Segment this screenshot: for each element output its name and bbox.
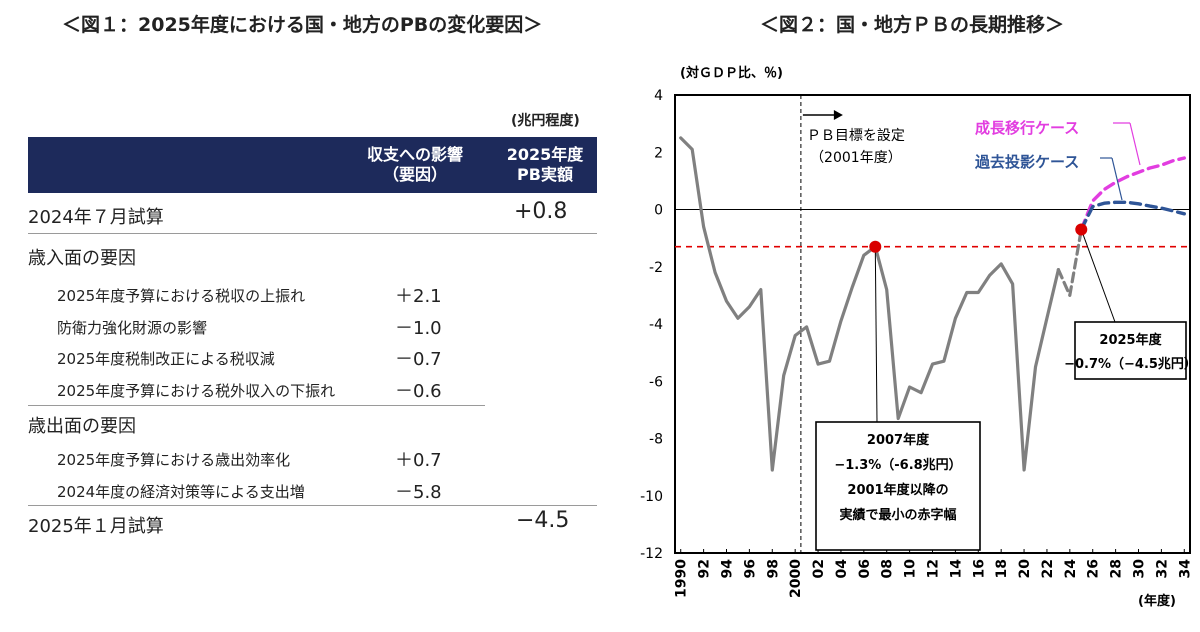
series-line bbox=[1079, 156, 1186, 232]
x-tick-label: 16 bbox=[971, 559, 987, 578]
column-header-impact-line2: （要因） bbox=[382, 165, 447, 184]
x-tick-label: 30 bbox=[1132, 559, 1148, 579]
x-tick-label: 06 bbox=[857, 559, 873, 578]
x-tick-label: 26 bbox=[1086, 559, 1102, 578]
right-figure-title: ＜図２：国・地方ＰＢの長期推移＞ bbox=[760, 14, 1065, 36]
expenditure-item-label: 2024年度の経済対策等による支出増 bbox=[57, 483, 305, 501]
revenue-item-label: 2025年度予算における税外収入の下振れ bbox=[57, 382, 336, 400]
revenue-item-value: －0.6 bbox=[395, 381, 442, 402]
revenue-item-label: 2025年度税制改正による税収減 bbox=[57, 350, 275, 368]
callout-box bbox=[1074, 321, 1187, 380]
growth-label-leader bbox=[1129, 122, 1141, 166]
y-tick-label: -4 bbox=[649, 317, 663, 333]
x-tick-label: 08 bbox=[880, 559, 896, 578]
column-header-impact-line1: 収支への影響 bbox=[366, 145, 463, 164]
series-label-baseline: 過去投影ケース bbox=[974, 153, 1079, 171]
x-tick-label: 2000 bbox=[788, 559, 804, 598]
row-divider bbox=[28, 505, 597, 506]
revenue-item-value: ＋2.1 bbox=[395, 286, 442, 307]
row-divider bbox=[28, 405, 485, 406]
callout-text: 2007年度 bbox=[867, 432, 930, 448]
column-header-pb-line1: 2025年度 bbox=[506, 145, 584, 164]
table-header: 収支への影響 （要因） 2025年度 PB実額 bbox=[28, 137, 597, 193]
callout-text: −1.3%（-6.8兆円） bbox=[834, 457, 961, 473]
callout-text: 実績で最小の赤字幅 bbox=[839, 507, 956, 523]
target-label: ＰＢ目標を設定 bbox=[807, 128, 905, 144]
x-tick-label: 94 bbox=[720, 559, 736, 579]
start-row-label: 2024年７月試算 bbox=[28, 207, 164, 228]
target-label: （2001年度） bbox=[810, 150, 902, 166]
x-tick-label: 02 bbox=[811, 559, 827, 578]
x-tick-label: 22 bbox=[1040, 559, 1056, 578]
end-row-label: 2025年１月試算 bbox=[28, 516, 164, 537]
highlight-point bbox=[1075, 223, 1088, 236]
callout-box bbox=[815, 421, 981, 551]
baseline-label-leader bbox=[1111, 157, 1123, 201]
left-figure-title: ＜図１：2025年度における国・地方のPBの変化要因＞ bbox=[62, 14, 543, 36]
callout-leader bbox=[874, 246, 878, 423]
series-label-growth: 成長移行ケース bbox=[975, 119, 1079, 137]
x-tick-label: 04 bbox=[834, 559, 850, 579]
x-tick-label: 1990 bbox=[674, 559, 690, 598]
y-tick-label: 0 bbox=[654, 203, 663, 219]
column-header-pb-line2: PB実額 bbox=[517, 165, 573, 184]
row-divider bbox=[28, 233, 597, 234]
target-arrow-head bbox=[833, 110, 843, 120]
table-unit-label: (兆円程度) bbox=[511, 113, 580, 129]
x-tick-label: 20 bbox=[1017, 559, 1033, 579]
x-tick-label: 14 bbox=[948, 559, 964, 579]
x-tick-label: 32 bbox=[1154, 559, 1170, 578]
y-tick-label: -6 bbox=[649, 374, 663, 390]
x-tick-label: 24 bbox=[1063, 559, 1079, 579]
callout-leader bbox=[1080, 229, 1116, 323]
y-tick-label: -10 bbox=[640, 489, 663, 505]
revenue-item-value: －1.0 bbox=[395, 318, 442, 339]
revenue-item-label: 2025年度予算における税収の上振れ bbox=[57, 287, 306, 305]
column-header-pb-amount: 2025年度 PB実額 bbox=[490, 145, 600, 185]
callout-text: 2025年度 bbox=[1099, 332, 1162, 348]
series-line bbox=[1056, 227, 1083, 297]
x-tick-label: 18 bbox=[994, 559, 1010, 578]
callout-text: 2001年度以降の bbox=[847, 482, 948, 498]
revenue-item-label: 防衛力強化財源の影響 bbox=[57, 319, 208, 337]
column-header-impact: 収支への影響 （要因） bbox=[355, 145, 475, 185]
y-tick-label: 4 bbox=[654, 88, 663, 104]
callout-text: −0.7%（−4.5兆円） bbox=[1064, 356, 1197, 372]
x-tick-label: 34 bbox=[1177, 559, 1193, 579]
x-tick-label: 10 bbox=[903, 559, 919, 579]
x-tick-label: 98 bbox=[765, 559, 781, 578]
x-tick-label: 28 bbox=[1109, 559, 1125, 578]
y-axis-unit-label: (対ＧＤＰ比、％) bbox=[680, 65, 783, 81]
expenditure-item-value: －5.8 bbox=[395, 482, 442, 503]
x-axis-unit-label: (年度) bbox=[1138, 593, 1176, 609]
end-row-value: −4.5 bbox=[516, 508, 570, 533]
revenue-heading: 歳入面の要因 bbox=[28, 248, 136, 269]
y-tick-label: -2 bbox=[649, 260, 663, 276]
expenditure-item-label: 2025年度予算における歳出効率化 bbox=[57, 451, 291, 469]
highlight-point bbox=[869, 240, 882, 253]
y-tick-label: -12 bbox=[640, 546, 663, 562]
series-line bbox=[1079, 200, 1186, 232]
x-tick-label: 12 bbox=[926, 559, 942, 578]
x-tick-label: 92 bbox=[697, 559, 713, 578]
y-tick-label: -8 bbox=[649, 432, 663, 448]
expenditure-item-value: ＋0.7 bbox=[395, 450, 442, 471]
expenditure-heading: 歳出面の要因 bbox=[28, 416, 136, 437]
series-line bbox=[679, 136, 1060, 472]
start-row-value: +0.8 bbox=[514, 199, 568, 224]
x-tick-label: 96 bbox=[742, 559, 758, 578]
y-tick-label: 2 bbox=[654, 145, 663, 161]
revenue-item-value: －0.7 bbox=[395, 349, 442, 370]
